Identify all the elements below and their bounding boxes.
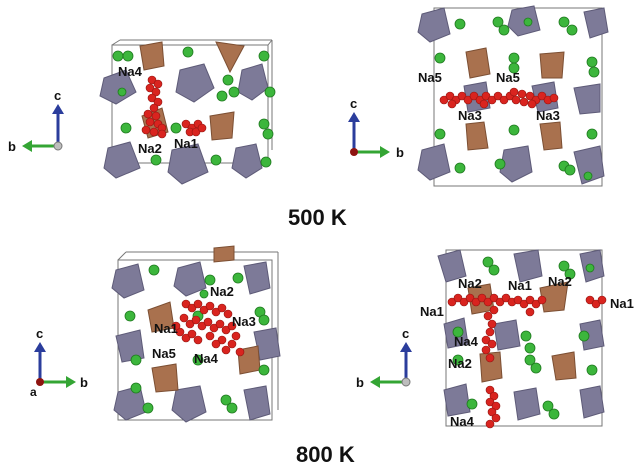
site-label: Na2	[548, 274, 572, 289]
red-atom-clusters	[141, 75, 207, 139]
axis-c-label: c	[402, 326, 409, 341]
green-atoms	[124, 264, 270, 414]
red-atom-clusters	[171, 299, 245, 357]
site-label: Na2	[138, 141, 162, 156]
axis-c-label: c	[54, 88, 61, 103]
octahedra	[99, 63, 269, 185]
axis-a-label: a	[30, 385, 37, 399]
axis-c-label: c	[350, 96, 357, 111]
site-label: Na1	[420, 304, 444, 319]
structure-panel-top-left: Na4 Na2 Na1 c b	[8, 39, 276, 185]
site-label: Na4	[450, 414, 475, 429]
site-label: Na3	[458, 108, 482, 123]
structure-panel-bottom-right: Na2 Na1 Na2 Na1 Na1 Na4 Na2 Na4 c b	[356, 249, 634, 429]
tetrahedra	[465, 47, 565, 151]
site-label: Na1	[508, 278, 532, 293]
green-atoms	[112, 46, 276, 168]
octahedra	[111, 261, 281, 423]
red-atom-clusters	[439, 87, 559, 109]
site-label: Na3	[536, 108, 560, 123]
structure-panel-top-right: Na5 Na5 Na3 Na3 c b	[348, 5, 609, 187]
axes-gizmo: c b	[8, 88, 64, 154]
octahedra	[437, 249, 605, 421]
green-atoms	[452, 256, 598, 420]
site-label: Na4	[118, 64, 143, 79]
site-label: Na5	[418, 70, 442, 85]
temperature-label-500k: 500 K	[288, 205, 347, 230]
site-label: Na2	[458, 276, 482, 291]
axis-b-label: b	[8, 139, 16, 154]
site-label: Na4	[454, 334, 479, 349]
site-label: Na1	[154, 321, 178, 336]
tetrahedra	[467, 281, 577, 383]
structure-panel-bottom-left: Na2 Na1 Na3 Na5 Na4 c b a	[30, 245, 281, 423]
site-label: Na3	[232, 314, 256, 329]
axes-gizmo: c b	[356, 326, 412, 390]
green-atoms	[434, 16, 600, 181]
site-label: Na4	[194, 351, 219, 366]
site-label: Na1	[174, 136, 198, 151]
site-label: Na2	[448, 356, 472, 371]
axis-b-label: b	[356, 375, 364, 390]
axes-gizmo: c b	[348, 96, 404, 160]
axis-b-label: b	[396, 145, 404, 160]
axes-gizmo: c b a	[30, 326, 88, 399]
site-label: Na1	[610, 296, 634, 311]
temperature-label-800k: 800 K	[296, 442, 355, 467]
site-label: Na5	[496, 70, 520, 85]
unit-cell-frame	[433, 7, 603, 187]
axis-b-label: b	[80, 375, 88, 390]
red-atom-clusters	[447, 293, 607, 429]
site-label: Na2	[210, 284, 234, 299]
axis-c-label: c	[36, 326, 43, 341]
site-label: Na5	[152, 346, 176, 361]
